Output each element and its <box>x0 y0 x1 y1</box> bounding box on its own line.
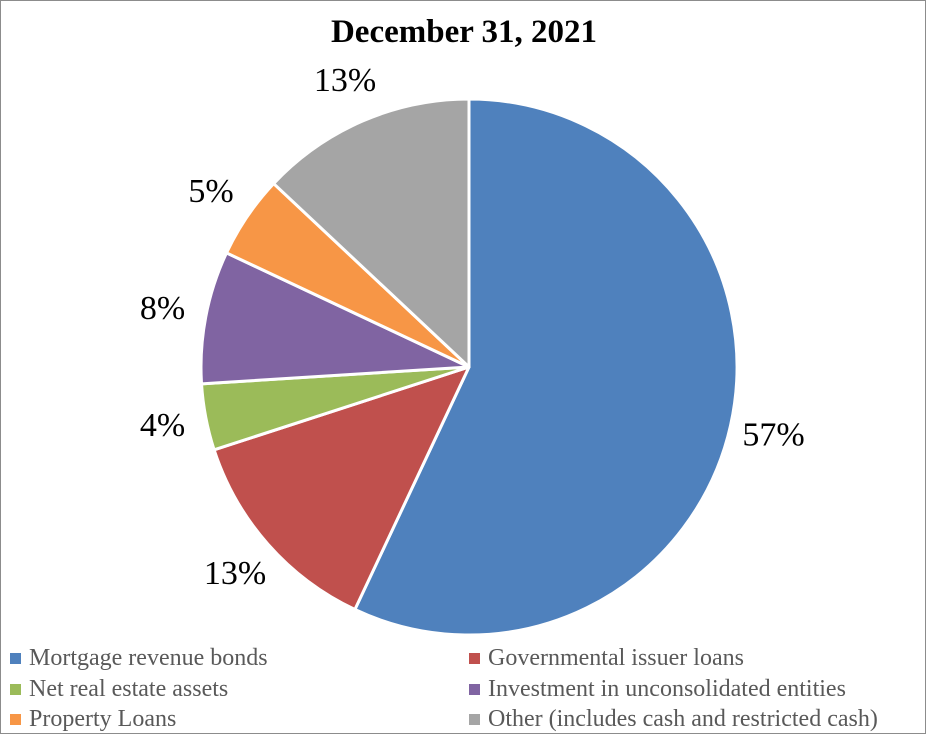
pie-slice <box>353 97 739 637</box>
legend-swatch <box>10 714 21 725</box>
legend-swatch <box>10 684 21 695</box>
data-label: 57% <box>742 417 804 454</box>
data-label: 4% <box>140 407 185 444</box>
legend-label: Net real estate assets <box>29 676 229 702</box>
legend-label: Property Loans <box>29 706 177 732</box>
data-label: 5% <box>188 173 233 210</box>
data-label: 13% <box>204 555 266 592</box>
data-label: 8% <box>140 290 185 327</box>
legend-label: Investment in unconsolidated entities <box>488 676 846 702</box>
data-label: 13% <box>314 62 376 99</box>
chart-title: December 31, 2021 <box>330 14 598 50</box>
legend-swatch <box>469 714 480 725</box>
pie-slice <box>212 365 471 611</box>
pie-slice <box>199 251 471 386</box>
legend-label: Governmental issuer loans <box>488 645 744 671</box>
legend-swatch <box>469 684 480 695</box>
legend-label: Mortgage revenue bonds <box>29 645 268 671</box>
legend-swatch <box>10 653 21 664</box>
pie-slice <box>272 97 471 369</box>
legend-swatch <box>469 653 480 664</box>
legend-label: Other (includes cash and restricted cash… <box>488 706 878 732</box>
